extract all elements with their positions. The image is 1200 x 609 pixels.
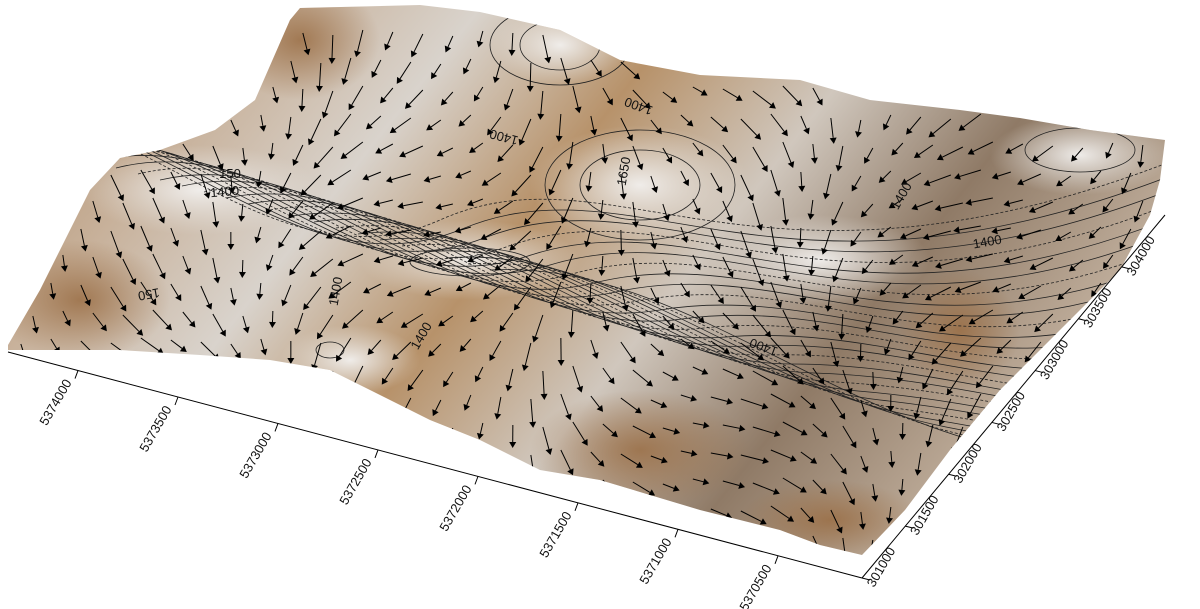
vector-arrow (325, 371, 333, 399)
arrow-head (816, 547, 822, 554)
x-tick (375, 450, 378, 458)
arrow-head (867, 551, 874, 558)
arrow-head (531, 477, 538, 483)
x-tick-label: 5373500 (136, 403, 174, 454)
arrow-shaft (328, 371, 333, 394)
arrow-head (350, 384, 356, 391)
x-tick-label: 5374000 (36, 377, 74, 428)
y-tick-label: 301000 (864, 544, 899, 589)
x-tick-label: 5372000 (436, 482, 474, 533)
arrow-head (842, 557, 849, 563)
x-tick (775, 556, 778, 564)
surface (0, 0, 1200, 609)
arrow-head (127, 354, 134, 360)
y-tick-label: 302000 (950, 441, 985, 486)
arrow-head (951, 447, 958, 454)
arrow-shaft (800, 228, 801, 242)
x-tick-label: 5371500 (536, 509, 574, 560)
contour-label: 150 (219, 166, 241, 181)
arrow-shaft (449, 428, 453, 439)
contour-label: 1400 (210, 183, 240, 200)
x-tick-label: 5371000 (636, 535, 674, 586)
x-tick (675, 529, 678, 537)
x-tick (275, 423, 278, 431)
arrow-head (610, 487, 617, 494)
x-tick (575, 503, 578, 511)
x-tick-label: 5373000 (236, 429, 274, 480)
arrow-head (445, 438, 452, 445)
x-tick (75, 371, 78, 379)
vector-arrow (445, 428, 453, 445)
arrow-head (399, 414, 405, 421)
x-tick (475, 476, 478, 484)
chart: 1400140014001650140014001400140014001501… (0, 0, 1200, 609)
arrow-head (325, 393, 332, 400)
y-tick-label: 302500 (993, 389, 1028, 434)
x-tick (175, 397, 178, 405)
arrow-shaft (530, 63, 531, 86)
x-tick-label: 5372500 (336, 456, 374, 507)
x-tick-label: 5370500 (736, 562, 774, 609)
arrow-head (90, 351, 97, 358)
